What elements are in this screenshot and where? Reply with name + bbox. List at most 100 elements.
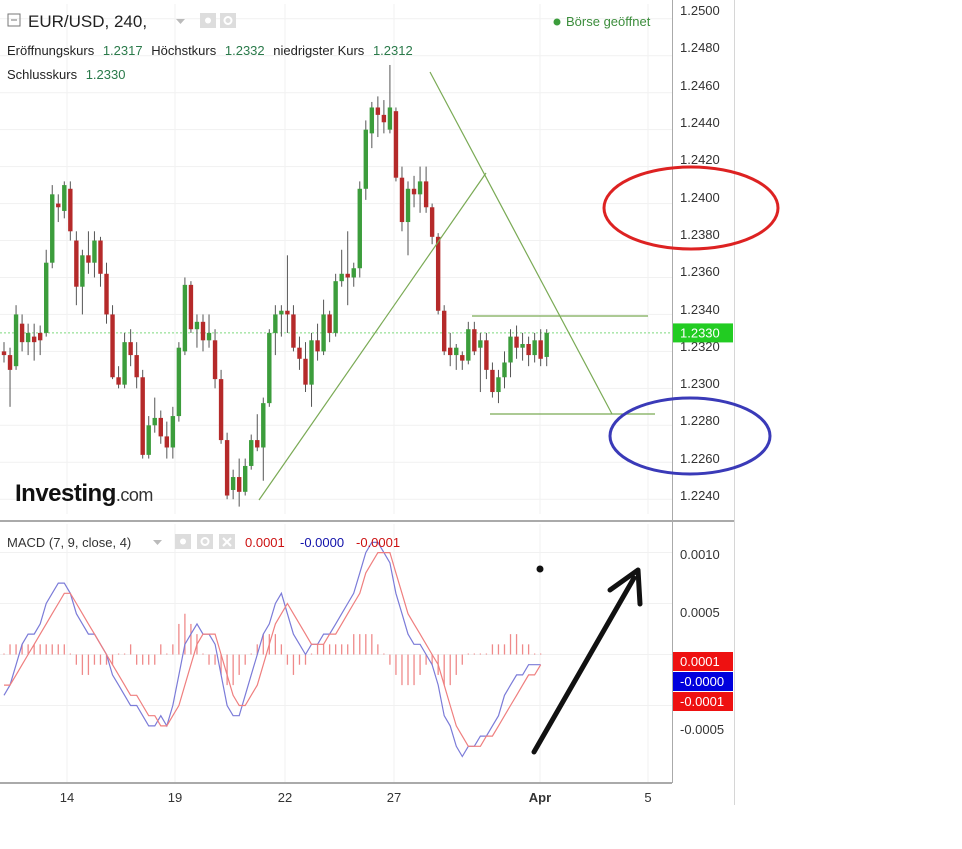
macd-legend: MACD (7, 9, close, 4) 0.0001 -0.0000 -0.… — [7, 534, 400, 550]
candle-up — [170, 406, 176, 459]
candle-body — [104, 273, 109, 315]
candle-up — [80, 249, 85, 315]
candle-down — [128, 329, 133, 367]
candle-body — [291, 314, 296, 348]
candle-down — [297, 336, 302, 370]
candle-down — [484, 332, 489, 380]
candle-body — [236, 477, 242, 492]
candle-up — [146, 416, 151, 459]
candle-down — [164, 421, 170, 459]
x-tick-label: 27 — [387, 790, 401, 805]
symbol-dropdown-icon[interactable] — [176, 19, 185, 24]
candle-body — [544, 332, 549, 357]
candle-body — [44, 262, 49, 333]
candle-up — [243, 458, 248, 496]
high-value: 1.2332 — [225, 43, 265, 58]
candle-down — [188, 281, 194, 333]
candle-down — [514, 325, 519, 359]
candle-up — [92, 231, 97, 278]
price-tick-label: 1.2500 — [680, 3, 720, 18]
eye-icon-pupil — [205, 17, 211, 24]
macd-badge-red-top — [673, 652, 733, 671]
candle-body — [110, 314, 115, 378]
ohlc-line: Eröffnungskurs 1.2317 Höchstkurs 1.2332 … — [7, 43, 413, 58]
candle-body — [7, 355, 13, 370]
candle-up — [454, 344, 459, 370]
candle-up — [267, 329, 272, 407]
candle-down — [460, 351, 465, 370]
candle-up — [363, 120, 368, 200]
candle-down — [37, 325, 43, 356]
candle-up — [520, 332, 525, 361]
candle-down — [110, 305, 115, 380]
logo-suffix: .com — [116, 485, 153, 505]
price-tick-label: 1.2260 — [680, 451, 720, 466]
candle-down — [98, 236, 103, 287]
current-price-badge-label: 1.2330 — [680, 325, 720, 340]
macd-value-1: 0.0001 — [245, 535, 285, 550]
candle-up — [182, 277, 188, 356]
price-tick-label: 1.2360 — [680, 264, 720, 279]
macd-gear-icon-ring — [200, 537, 210, 546]
blue-ellipse-annotation — [608, 396, 772, 476]
collapse-icon[interactable] — [7, 13, 21, 27]
macd-badge-blue — [673, 672, 733, 691]
candle-body — [423, 181, 429, 208]
candle-body — [538, 340, 543, 359]
candle-body — [80, 255, 85, 287]
candle-body — [182, 284, 188, 352]
candle-body — [375, 107, 381, 115]
candle-down — [490, 362, 495, 398]
candle-down — [315, 323, 320, 361]
candle-up — [339, 249, 344, 287]
candle-body — [466, 329, 471, 361]
candle-body — [429, 207, 435, 237]
candle-body — [56, 203, 61, 208]
candle-down — [218, 369, 224, 444]
macd-dropdown-icon[interactable] — [153, 540, 162, 545]
candle-up — [321, 299, 326, 356]
candle-body — [393, 111, 399, 178]
candle-body — [255, 440, 260, 448]
candle-body — [327, 314, 332, 333]
candle-body — [381, 114, 387, 123]
candle-down — [7, 347, 13, 407]
candle-up — [261, 397, 266, 481]
candle-body — [92, 240, 97, 263]
macd-badge-label: -0.0000 — [680, 674, 724, 689]
candle-body — [128, 342, 133, 356]
candle-down — [158, 410, 163, 444]
market-status-dot-icon — [553, 18, 561, 26]
candle-body — [13, 314, 19, 367]
candle-up — [333, 273, 338, 337]
macd-line — [3, 541, 541, 758]
candle-up — [466, 321, 471, 365]
macd-gear-icon[interactable] — [197, 534, 213, 549]
gear-icon[interactable] — [220, 13, 236, 28]
rising-trendline — [258, 172, 487, 501]
candle-body — [285, 310, 290, 315]
macd-value-3: -0.0001 — [356, 535, 400, 550]
macd-title: MACD (7, 9, close, 4) — [7, 535, 131, 550]
candle-body — [435, 236, 441, 311]
candle-down — [104, 262, 109, 324]
candle-body — [261, 403, 266, 448]
macd-tick-label: 0.0010 — [680, 547, 720, 562]
candle-body — [146, 425, 151, 455]
candle-body — [31, 336, 37, 343]
price-tick-label: 1.2440 — [680, 115, 720, 130]
candle-up — [62, 181, 67, 219]
candle-up — [405, 181, 411, 256]
candle-up — [25, 323, 31, 356]
candle-up — [44, 249, 49, 337]
candle-body — [351, 268, 356, 278]
candle-up — [309, 332, 314, 407]
candle-up — [13, 305, 19, 370]
candle-body — [230, 477, 236, 490]
candle-body — [321, 314, 326, 352]
candle-body — [514, 336, 519, 348]
candle-down — [68, 181, 73, 241]
candle-body — [484, 340, 489, 370]
price-tick-label: 1.2480 — [680, 40, 720, 55]
